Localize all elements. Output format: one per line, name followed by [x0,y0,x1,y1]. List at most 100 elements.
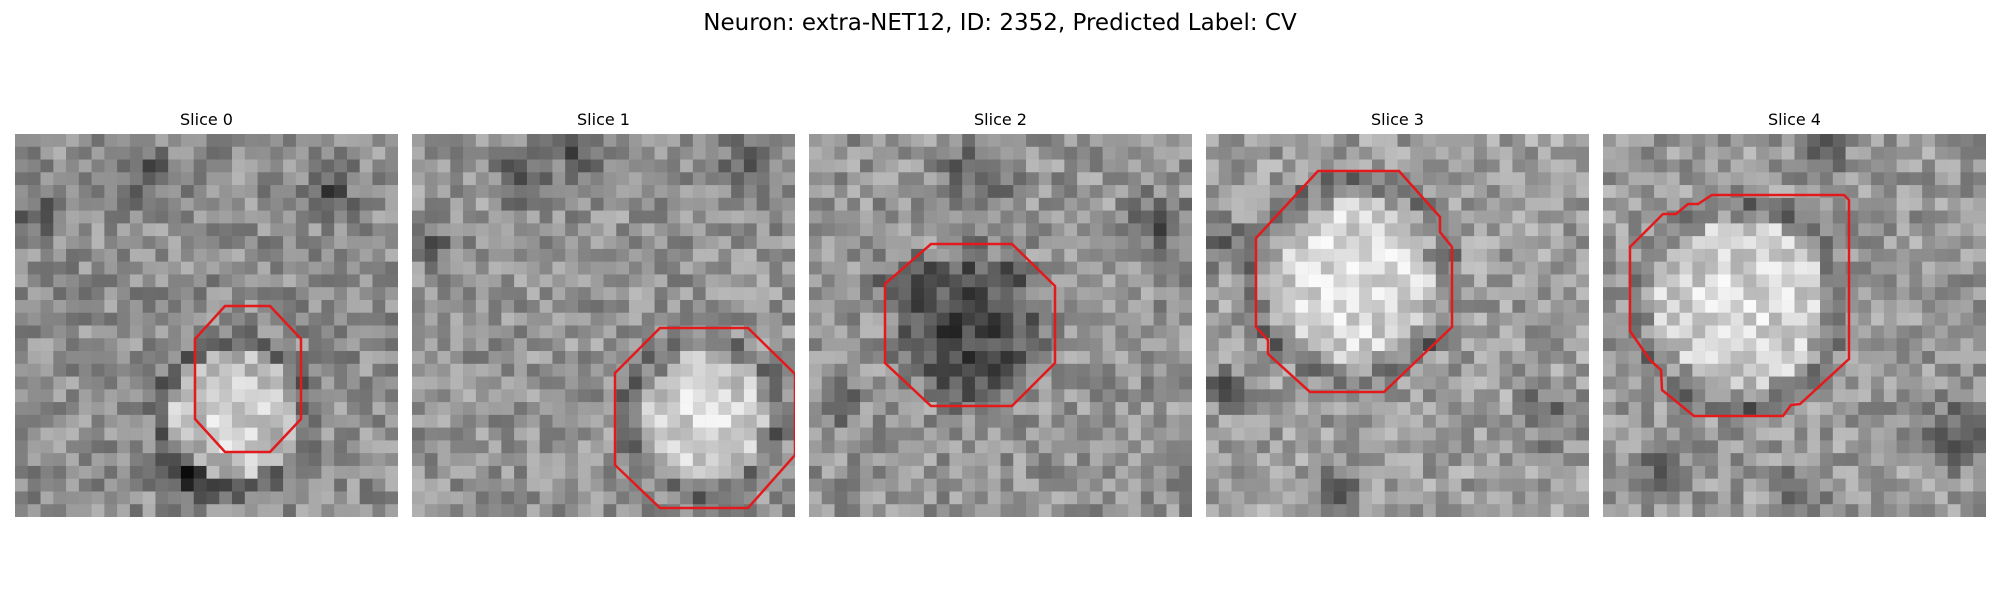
pixel-cell [1883,465,1897,479]
pixel-cell [1013,274,1027,288]
pixel-cell [1206,427,1219,441]
pixel-cell [667,363,681,377]
pixel-cell [1499,389,1513,403]
pixel-cell [1435,351,1449,364]
pixel-cell [66,197,80,211]
pixel-cell [821,299,835,313]
pixel-cell [424,236,438,250]
pixel-cell [1820,504,1833,517]
pixel-cell [385,312,398,326]
pixel-cell [641,274,655,288]
pixel-cell [1064,491,1078,505]
pixel-cell [590,172,604,186]
pixel-cell [1013,465,1027,479]
pixel-cell [1206,351,1219,364]
pixel-cell [193,312,207,326]
pixel-cell [1768,312,1782,326]
pixel-cell [1384,312,1398,326]
pixel-cell [1346,414,1360,428]
pixel-cell [1308,210,1322,224]
pixel-cell [53,261,67,275]
pixel-cell [860,376,874,390]
pixel-cell [1051,197,1065,211]
pixel-cell [295,185,309,199]
pixel-cell [1705,414,1719,428]
pixel-cell [1102,351,1116,364]
pixel-cell [1384,210,1398,224]
pixel-cell [1679,427,1693,441]
pixel-cell [1743,427,1757,441]
pixel-cell [1896,274,1910,288]
pixel-cell [1973,248,1986,262]
pixel-cell [911,414,925,428]
pixel-cell [809,427,822,441]
pixel-cell [359,197,373,211]
pixel-cell [1231,414,1245,428]
pixel-cell [1128,312,1142,326]
pixel-cell [168,440,182,454]
pixel-cell [283,402,297,416]
pixel-cell [1038,223,1052,237]
pixel-cell [1115,210,1129,224]
pixel-cell [1743,453,1757,467]
pixel-cell [1550,185,1564,199]
pixel-cell [962,376,976,390]
pixel-cell [552,351,566,364]
pixel-cell [1871,210,1885,224]
pixel-cell [66,312,80,326]
pixel-cell [1448,491,1462,505]
pixel-cell [809,172,822,186]
pixel-cell [1038,363,1052,377]
pixel-cell [1179,338,1192,352]
pixel-cell [1115,261,1129,275]
pixel-cell [821,478,835,492]
pixel-cell [1295,453,1309,467]
pixel-cell [1550,172,1564,186]
pixel-cell [257,440,271,454]
pixel-cell [847,299,861,313]
pixel-cell [1474,261,1488,275]
pixel-cell [1384,134,1398,147]
pixel-cell [1166,159,1180,173]
pixel-cell [232,325,245,339]
pixel-cell [1705,325,1719,339]
pixel-cell [1320,453,1334,467]
pixel-cell [142,236,156,250]
pixel-cell [1512,427,1526,441]
pixel-cell [603,159,617,173]
pixel-cell [577,248,591,262]
pixel-cell [1781,504,1795,517]
pixel-cell [1206,389,1219,403]
pixel-cell [1883,338,1897,352]
pixel-cell [539,440,553,454]
pixel-cell [385,197,398,211]
pixel-cell [1768,172,1782,186]
pixel-cell [1499,402,1513,416]
pixel-cell [667,491,681,505]
pixel-cell [1013,248,1027,262]
pixel-cell [1603,338,1616,352]
pixel-cell [1896,453,1910,467]
pixel-cell [1282,274,1296,288]
pixel-cell [1166,491,1180,505]
pixel-cell [1077,465,1091,479]
pixel-cell [872,274,886,288]
pixel-cell [590,363,604,377]
pixel-cell [117,159,131,173]
pixel-cell [475,338,489,352]
pixel-cell [15,185,28,199]
pixel-cell [847,312,861,326]
pixel-cell [1730,236,1744,250]
pixel-cell [962,274,976,288]
pixel-cell [372,351,386,364]
pixel-cell [1295,185,1309,199]
pixel-cell [1089,185,1103,199]
pixel-cell [1051,261,1065,275]
pixel-cell [91,287,105,301]
pixel-cell [809,491,822,505]
pixel-cell [743,427,757,441]
pixel-cell [412,351,425,364]
pixel-cell [1000,338,1014,352]
pixel-cell [1140,504,1154,517]
pixel-cell [1077,134,1091,147]
